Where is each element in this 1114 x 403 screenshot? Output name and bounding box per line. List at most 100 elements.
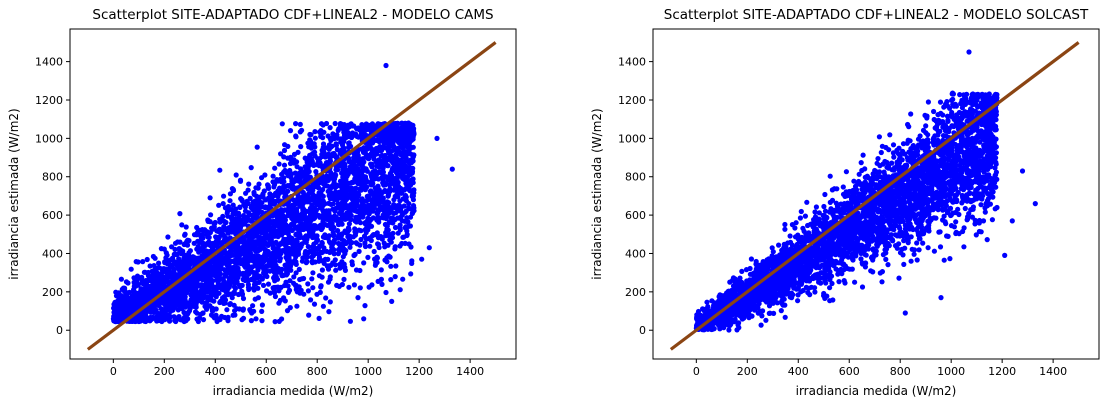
scatter-point [316,315,322,321]
scatter-point [239,317,245,323]
scatter-point [426,245,432,251]
scatter-point [247,247,253,254]
scatter-point [158,287,164,293]
scatter-point [312,129,318,135]
scatter-point [383,202,389,208]
scatter-point [327,217,333,223]
scatter-point [143,278,149,284]
scatter-point [390,230,396,236]
scatter-point [394,170,400,176]
scatter-point [410,191,416,197]
scatter-point [270,285,276,291]
scatter-point [294,303,300,309]
scatter-point [279,266,285,272]
scatter-point [167,314,173,320]
scatter-point [164,261,171,267]
x-tick-label: 1000 [354,365,382,378]
scatter-point [346,158,352,164]
scatter-point [167,257,173,263]
scatter-point [404,231,410,237]
scatter-point [804,199,810,205]
scatter-point [244,264,250,270]
scatter-point [241,271,247,277]
scatter-point [148,305,154,311]
scatter-point [321,210,327,216]
scatter-point [403,194,409,200]
scatter-point [361,133,367,139]
scatter-point [271,184,277,190]
scatter-point [185,316,191,322]
scatter-point [197,255,203,261]
scatter-point [364,178,370,184]
scatter-point [229,295,235,301]
scatter-point [361,316,367,322]
scatter-point [242,208,249,214]
scatter-point [183,224,189,230]
scatter-point [275,215,281,221]
scatter-point [180,248,186,254]
scatter-point [227,275,233,281]
scatter-point [393,165,399,171]
scatter-point [320,122,326,128]
scatter-point [989,217,996,223]
scatter-point [255,185,261,191]
scatter-point [289,213,295,219]
scatter-point [187,276,193,283]
scatter-point [227,248,233,254]
scatter-point [404,140,410,146]
scatter-point [376,161,382,168]
scatter-point [275,193,281,200]
x-tick-label: 1400 [456,365,484,378]
scatter-point [319,274,325,280]
scatter-point [879,279,885,285]
scatter-point [163,255,169,261]
scatter-point [186,253,192,260]
scatter-point [281,162,288,168]
scatter-point [128,302,134,308]
scatter-point [205,294,211,300]
scatter-point [364,168,370,174]
y-tick-label: 600 [42,209,63,222]
scatter-point [256,279,262,285]
scatter-point [225,292,231,298]
scatter-point [253,316,259,322]
scatter-point [362,221,368,227]
scatter-point [254,144,260,150]
scatter-point [200,310,206,316]
scatter-point [307,210,313,216]
scatter-point [230,312,236,318]
scatter-point [284,271,290,277]
scatter-point [312,149,318,155]
scatter-point [320,187,326,193]
scatter-point [394,175,400,181]
scatter-point [400,276,406,282]
scatter-point [301,291,307,297]
scatter-point [352,226,358,232]
scatter-point [153,301,159,307]
scatter-point [237,204,243,211]
scatter-point [314,237,321,243]
scatter-point [401,203,407,209]
scatter-point [118,276,124,282]
scatter-point [310,234,316,241]
scatter-point [247,308,254,314]
scatter-point [194,316,200,322]
scatter-point [223,219,229,226]
scatter-point [317,214,323,220]
scatter-point [347,144,353,150]
scatter-point [354,241,360,247]
scatter-point [229,214,235,220]
scatter-point [335,167,341,173]
scatter-point [145,315,152,321]
scatter-point [197,232,203,238]
scatter-point [193,270,199,276]
scatter-point [377,144,383,150]
scatter-point [123,279,129,285]
scatter-point [268,219,274,225]
scatter-point [391,210,397,216]
scatter-point [273,239,279,245]
scatter-point [291,151,298,157]
scatter-point [206,276,212,282]
scatter-point [381,158,387,164]
scatter-point [194,224,200,231]
